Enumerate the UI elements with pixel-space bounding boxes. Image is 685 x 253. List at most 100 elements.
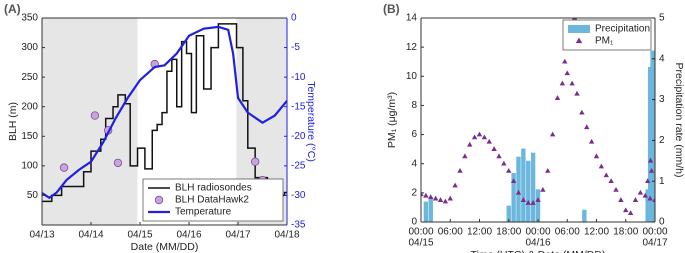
x-axis-label: Date (MM/DD) [131,241,199,253]
y-axis-label: BLH (m) [7,102,19,141]
y-tick-label: 50 [27,190,39,201]
x-axis-label: Time (UTC) & Date (MM/DD) [471,249,606,253]
pm-point [549,131,556,137]
y2-tick-label: -5 [291,42,300,53]
pm-point [491,146,497,151]
x-date-label: 04/17 [642,238,667,249]
y2-tick-label: -35 [291,220,306,231]
legend-marker [575,37,583,44]
pm-point [510,178,517,183]
panel: (A) 04/13 04/14 04/15 04/16 04/17 04/18 50 100 15… [4,2,317,253]
pm-point [515,189,522,195]
pm-point [569,80,575,86]
pm-point [579,109,585,115]
y-tick-label: 150 [21,131,38,142]
x-tick-label: 04/17 [225,230,250,241]
y2-tick-label: 5 [659,13,665,24]
pm-point [486,138,492,144]
pm-point [525,200,531,205]
pm-point [481,134,488,140]
y-tick-label: 0 [411,217,417,228]
legend-swatch [568,25,590,33]
pm-point [471,134,478,140]
pm-point [452,182,458,188]
pm-point [571,18,578,20]
x-tick-label: 04/15 [127,230,152,241]
pm-point [613,186,619,192]
y2-tick-label: 3 [659,94,665,105]
plot-area [42,23,287,203]
y2-tick-label: 2 [659,135,665,146]
y2-tick-label: 0 [659,217,665,228]
pm-point [442,198,449,204]
pm-point [520,197,527,202]
y-tick-label: 100 [21,160,38,171]
legend-label: Temperature [175,207,232,218]
pm-point [562,58,568,64]
pm-point [506,168,512,173]
y-tick-label: 2 [411,187,417,198]
x-tick-label: 12:00 [584,227,609,238]
y2-tick-label: -25 [291,160,306,171]
y2-tick-label: 0 [291,13,297,24]
pm-point [584,124,590,130]
precip-bar [650,50,655,222]
pm-point [559,80,566,86]
x-tick-label: 18:00 [496,227,521,238]
y-tick-label: 4 [411,158,417,169]
pm-point [501,160,507,166]
y2-tick-label: 1 [659,176,665,187]
precip-bar [526,160,531,222]
pm-point [428,194,434,200]
precip-bar [647,66,653,222]
pm-point [476,131,483,137]
pm-point [593,153,600,159]
y2-axis-label: Temperature (°C) [305,81,317,162]
line-line [42,25,287,200]
y2-axis-label: Precipitation rate (mm/h) [673,63,685,178]
plot-area [421,18,655,222]
pm-point [627,210,634,216]
pm-point [447,195,453,201]
legend-label: Precipitation [595,24,650,35]
blh-point [113,158,123,168]
y-tick-label: 250 [21,72,38,83]
precip-bar [582,209,587,222]
pm-point [598,163,605,169]
precip-bar [423,201,429,222]
y-tick-label: 10 [406,71,418,82]
pm-point [545,168,551,173]
y-tick-label: 14 [406,13,418,24]
y2-tick-label: 4 [659,53,665,64]
pm-point [423,192,429,198]
precip-bar [516,156,521,222]
pm-point [647,195,653,201]
x-date-label: 04/15 [408,238,433,249]
x-tick-label: 04/13 [29,230,54,241]
precip-bar [511,173,516,222]
x-tick-label: 00:00 [408,227,433,238]
x-tick-label: 04/16 [176,230,201,241]
pm-point [632,197,639,202]
y-tick-label: 12 [406,42,418,53]
pm-point [467,141,473,147]
panel-label: (B) [383,2,400,16]
legend-label: BLH DataHawk2 [175,195,249,206]
pm-point [540,186,546,192]
pm-point [574,90,580,96]
pm-point [432,195,439,201]
panel: (B)00:00 06:00 12:00 18:00 00:00 06:00 12:00 18… [383,2,685,253]
y-tick-label: 6 [411,129,417,140]
blh-point [59,163,69,172]
pm-point [637,189,644,195]
pm-point [608,178,614,183]
legend-label: PM₁ [595,36,614,47]
pm-point [652,197,655,202]
y2-tick-label: -15 [291,101,306,112]
panel-label: (A) [4,2,21,16]
precip-bar [645,189,650,222]
y-axis-label: PM₁ (μg/m³) [386,92,398,148]
y-tick-label: 300 [21,42,38,53]
